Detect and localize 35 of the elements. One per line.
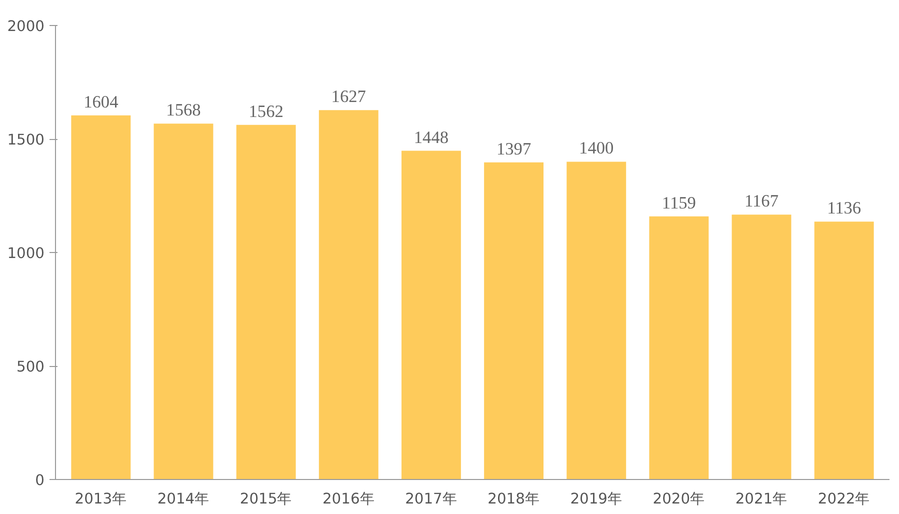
bar: [649, 216, 709, 480]
x-tick-label: 2013年: [74, 490, 128, 508]
data-label: 1562: [248, 102, 284, 121]
data-label: 1604: [84, 92, 119, 112]
x-tick-label: 2018年: [488, 490, 540, 508]
y-tick-label: 1000: [7, 245, 45, 262]
bar: [566, 162, 626, 480]
bar: [732, 214, 792, 480]
data-label: 1159: [662, 193, 696, 212]
y-tick-label: 500: [16, 358, 45, 376]
x-tick-label: 2016年: [322, 490, 375, 508]
x-tick-label: 2021年: [735, 490, 788, 508]
bar: [814, 222, 874, 480]
y-tick-label: 0: [35, 472, 45, 489]
x-tick-label: 2019年: [570, 490, 623, 508]
bar: [71, 115, 131, 480]
bar: [318, 110, 378, 480]
bar: [154, 124, 214, 480]
bar: [484, 162, 544, 480]
x-tick-label: 2015年: [240, 490, 292, 508]
x-tick-label: 2022年: [818, 490, 870, 508]
bar: [401, 150, 461, 480]
x-tick-label: 2017年: [405, 490, 458, 508]
data-label: 1400: [579, 138, 614, 158]
y-tick-label: 2000: [7, 18, 45, 35]
data-label: 1167: [744, 192, 779, 211]
data-label: 1448: [414, 128, 449, 147]
data-label: 1568: [166, 100, 201, 120]
data-label: 1627: [331, 87, 366, 106]
x-tick-label: 2014年: [157, 490, 210, 508]
bar: [236, 124, 296, 480]
data-label: 1136: [827, 198, 862, 218]
y-tick-label: 1500: [7, 132, 45, 148]
x-tick-label: 2020年: [652, 490, 706, 508]
data-label: 1397: [496, 139, 532, 158]
